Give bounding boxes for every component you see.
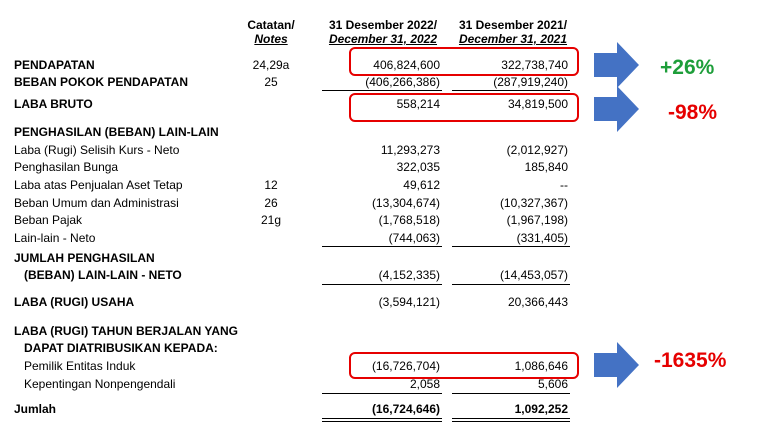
arrow-right-icon (594, 86, 639, 132)
row-label-laba-bruto: LABA BRUTO (14, 97, 93, 111)
arrow-right-icon (594, 342, 639, 388)
row-value-2022-lain-lain: (744,063) (388, 231, 440, 245)
row-label-pendapatan: PENDAPATAN (14, 58, 95, 72)
gross-profit-change-annotation: -98% (668, 101, 718, 124)
highlight-box-laba-bruto (349, 93, 579, 122)
notes-header-en: Notes (254, 32, 288, 46)
row-label-jumlah-penghasilan-2: (BEBAN) LAIN-LAIN - NETO (24, 268, 182, 282)
row-value-2022-nonpengendali: 2,058 (409, 377, 440, 391)
column-header-2022: 31 Desember 2022/ December 31, 2022 (318, 18, 448, 46)
row-value-2021-laba-bruto: 34,819,500 (507, 97, 568, 111)
row-label-laba-usaha: LABA (RUGI) USAHA (14, 295, 135, 309)
row-value-2022-pemilik: (16,726,704) (371, 359, 440, 373)
row-label-selisih-kurs: Laba (Rugi) Selisih Kurs - Neto (14, 143, 180, 157)
net-income-change-annotation: -1635% (654, 349, 727, 372)
subtotal-rule-2022 (322, 90, 442, 91)
row-value-2021-beban-umum: (10,327,367) (499, 196, 568, 210)
column-header-2022-id: 31 Desember 2022/ (328, 18, 438, 32)
row-label-jumlah: Jumlah (14, 402, 57, 416)
row-value-2021-bunga: 185,840 (524, 160, 568, 174)
highlight-box-laba-tahun (349, 352, 579, 379)
row-value-2022-beban-umum: (13,304,674) (371, 196, 440, 210)
column-header-2021-id: 31 Desember 2021/ (458, 18, 568, 32)
row-value-2022-pendapatan: 406,824,600 (373, 58, 440, 72)
row-label-pemilik: Pemilik Entitas Induk (24, 359, 136, 373)
row-value-2021-jumlah: 1,092,252 (514, 402, 568, 416)
row-label-lain-lain: Lain-lain - Neto (14, 231, 96, 245)
row-value-2021-aset-tetap: -- (560, 178, 568, 192)
row-label-beban-pajak: Beban Pajak (14, 213, 83, 227)
section-heading-penghasilan: PENGHASILAN (BEBAN) LAIN-LAIN (14, 125, 219, 139)
subtotal-rule-2022 (322, 246, 442, 247)
row-value-2021-nonpengendali: 5,606 (537, 377, 568, 391)
row-note-beban-pokok: 25 (264, 75, 278, 89)
row-label-aset-tetap: Laba atas Penjualan Aset Tetap (14, 178, 183, 192)
row-value-2022-aset-tetap: 49,612 (403, 178, 440, 192)
notes-header: Catatan/ Notes (238, 18, 304, 46)
row-value-2022-bunga: 322,035 (396, 160, 440, 174)
row-note-aset-tetap: 12 (264, 178, 278, 192)
row-label-beban-pokok: BEBAN POKOK PENDAPATAN (14, 75, 189, 89)
row-value-2021-pendapatan: 322,738,740 (501, 58, 568, 72)
subtotal-rule-2021 (452, 246, 570, 247)
row-label-bunga: Penghasilan Bunga (14, 160, 119, 174)
row-note-pendapatan: 24,29a (252, 58, 290, 72)
row-note-beban-pajak: 21g (260, 213, 282, 227)
arrow-right-icon (594, 42, 639, 88)
section-heading-laba-tahun-1: LABA (RUGI) TAHUN BERJALAN YANG (14, 324, 239, 338)
column-header-2021: 31 Desember 2021/ December 31, 2021 (448, 18, 578, 46)
row-value-2021-beban-pajak: (1,967,198) (506, 213, 568, 227)
column-header-2022-en: December 31, 2022 (328, 32, 438, 46)
highlight-box-pendapatan (349, 47, 579, 76)
row-value-2022-beban-pajak: (1,768,518) (378, 213, 440, 227)
subtotal-rule-2022 (322, 284, 442, 285)
row-note-beban-umum: 26 (264, 196, 278, 210)
row-value-2022-beban-pokok: (406,266,386) (365, 75, 440, 89)
total-double-rule-2021 (452, 418, 570, 422)
subtotal-rule-2022 (322, 393, 442, 394)
revenue-change-annotation: +26% (660, 56, 715, 79)
row-value-2021-lain-lain: (331,405) (516, 231, 568, 245)
subtotal-rule-2021 (452, 90, 570, 91)
row-value-2022-jumlah-penghasilan: (4,152,335) (378, 268, 440, 282)
row-label-beban-umum: Beban Umum dan Administrasi (14, 196, 179, 210)
row-value-2022-jumlah: (16,724,646) (371, 402, 440, 416)
section-heading-laba-tahun-2: DAPAT DIATRIBUSIKAN KEPADA: (24, 341, 218, 355)
total-double-rule-2022 (322, 418, 442, 422)
row-value-2022-laba-bruto: 558,214 (396, 97, 440, 111)
row-value-2022-laba-usaha: (3,594,121) (378, 295, 440, 309)
subtotal-rule-2021 (452, 284, 570, 285)
row-value-2021-selisih-kurs: (2,012,927) (506, 143, 568, 157)
row-label-nonpengendali: Kepentingan Nonpengendali (24, 377, 176, 391)
row-value-2021-beban-pokok: (287,919,240) (493, 75, 568, 89)
notes-header-id: Catatan/ (247, 18, 295, 32)
subtotal-rule-2021 (452, 393, 570, 394)
row-value-2022-selisih-kurs: 11,293,273 (380, 143, 440, 157)
row-value-2021-jumlah-penghasilan: (14,453,057) (499, 268, 568, 282)
row-value-2021-laba-usaha: 20,366,443 (507, 295, 568, 309)
row-value-2021-pemilik: 1,086,646 (514, 359, 568, 373)
row-label-jumlah-penghasilan-1: JUMLAH PENGHASILAN (14, 251, 155, 265)
column-header-2021-en: December 31, 2021 (458, 32, 568, 46)
